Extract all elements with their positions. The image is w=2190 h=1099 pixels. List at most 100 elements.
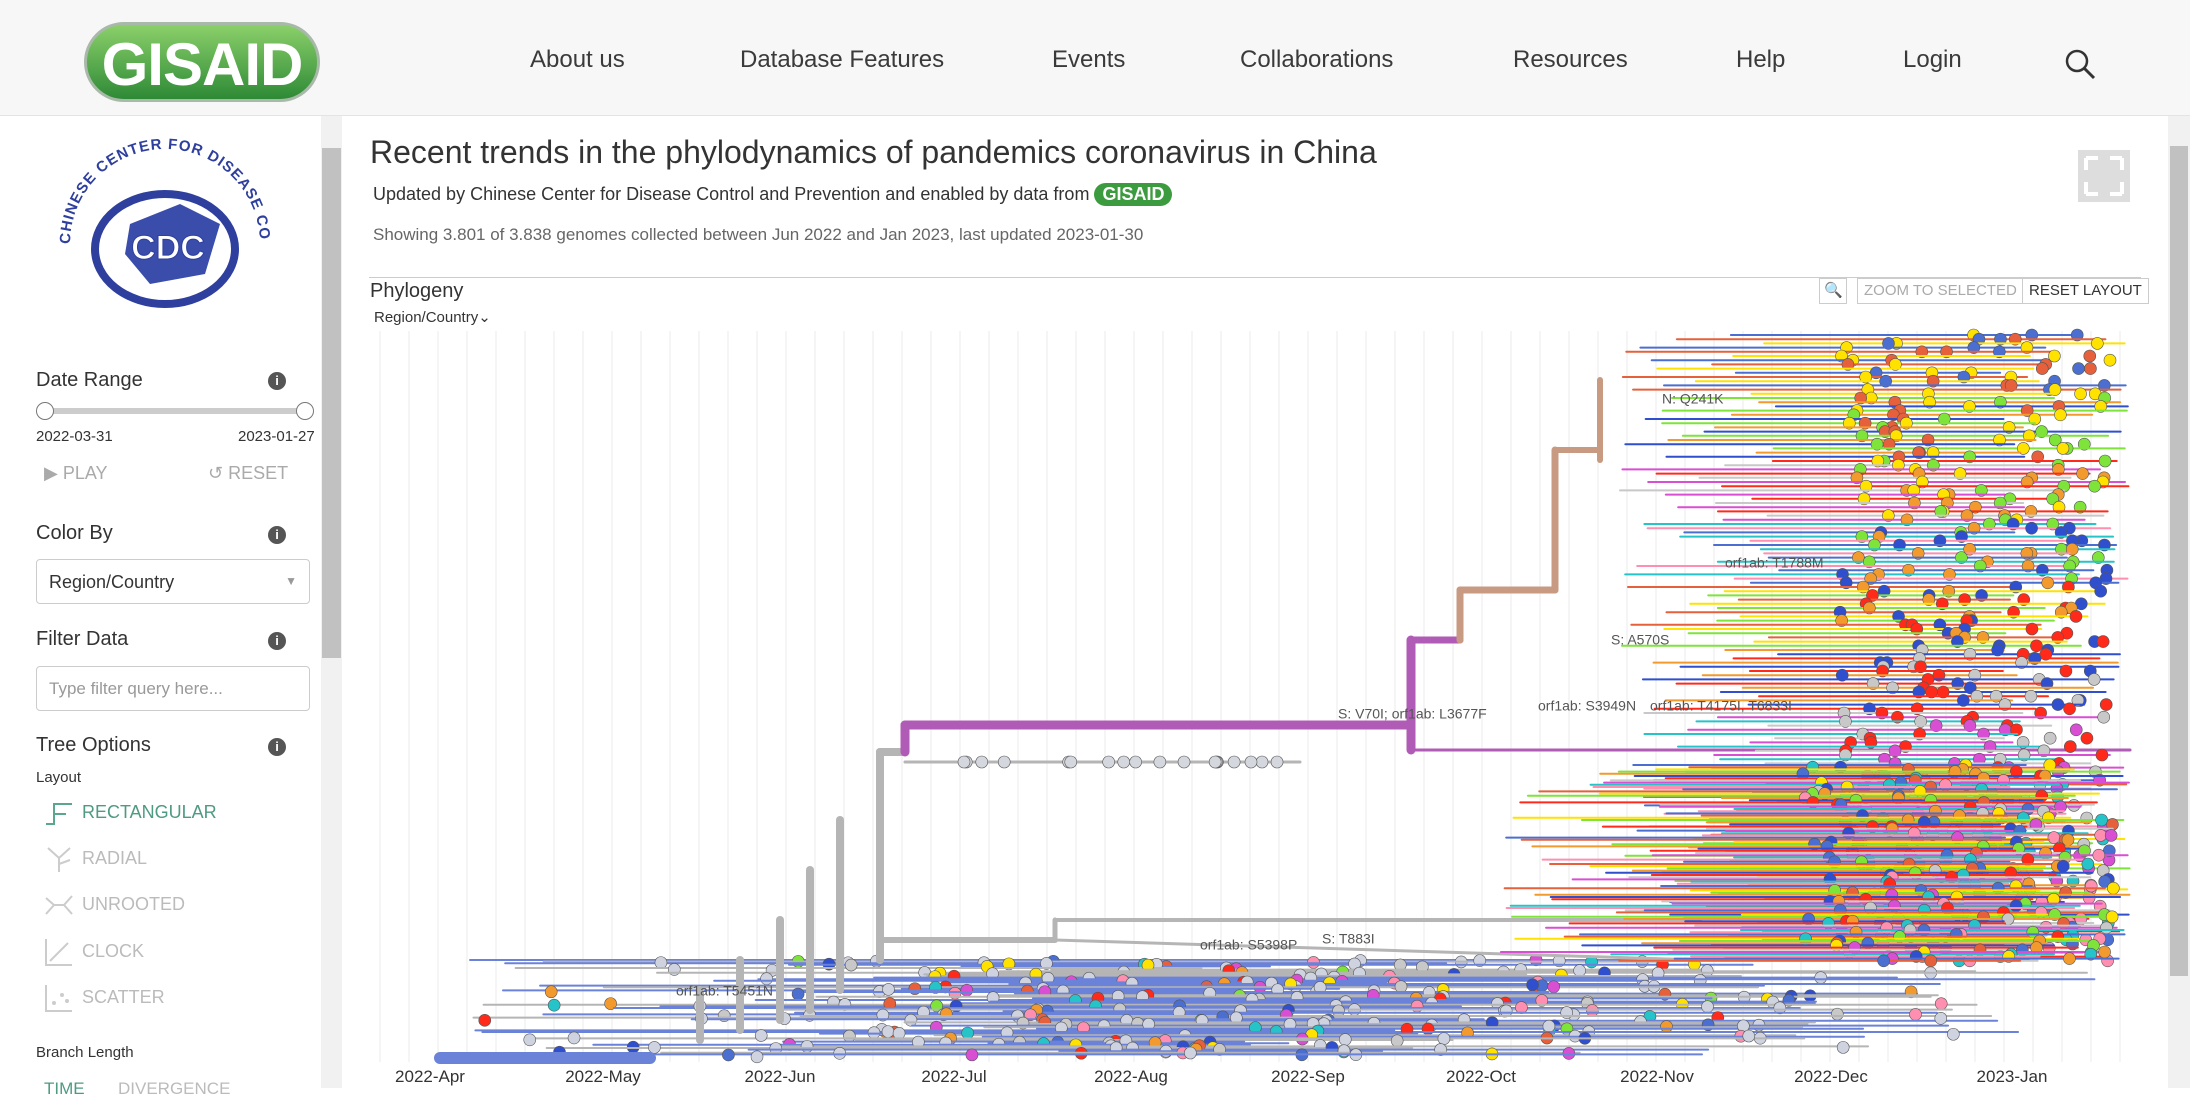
- tip: [1256, 756, 1268, 768]
- tip: [2048, 832, 2060, 844]
- tip: [2096, 749, 2108, 761]
- tip: [2070, 610, 2082, 622]
- tip: [2036, 363, 2048, 375]
- tip: [1815, 972, 1827, 984]
- tip: [655, 957, 667, 969]
- branch-label: S: A570S: [1611, 632, 1669, 648]
- tip: [843, 1030, 855, 1042]
- tip: [966, 1049, 978, 1061]
- tip: [2075, 388, 2087, 400]
- branch-label: orf1ab: S5398P: [1200, 937, 1297, 953]
- branch-label: S: T883I: [1322, 931, 1375, 947]
- branch-label: N: Q241K: [1662, 391, 1724, 407]
- branch-label: orf1ab: T4175I, T6833I: [1650, 698, 1792, 714]
- tip: [1339, 1034, 1351, 1046]
- branch-label: orf1ab: T5451N: [676, 983, 773, 999]
- x-axis-label: 2022-May: [565, 1067, 641, 1086]
- tip: [548, 999, 560, 1011]
- tip: [792, 988, 804, 1000]
- tip: [1228, 756, 1240, 768]
- tip: [1103, 756, 1115, 768]
- tip: [962, 1027, 974, 1039]
- tip: [1422, 1023, 1434, 1035]
- tip: [2060, 665, 2072, 677]
- tip: [545, 986, 557, 998]
- tip: [976, 756, 988, 768]
- tip: [1395, 981, 1407, 993]
- tip: [1065, 756, 1077, 768]
- x-axis-label: 2022-Aug: [1094, 1067, 1168, 1086]
- tip: [2070, 724, 2082, 736]
- tip: [1574, 965, 1586, 977]
- branch-label: orf1ab: T1788M: [1725, 555, 1824, 571]
- tip: [2082, 858, 2094, 870]
- tip: [2081, 732, 2093, 744]
- tip: [2088, 673, 2100, 685]
- tip: [958, 756, 970, 768]
- tip: [2100, 922, 2112, 934]
- tip: [1118, 756, 1130, 768]
- x-axis-label: 2022-Oct: [1446, 1067, 1516, 1086]
- tip: [479, 1014, 491, 1026]
- tip: [2095, 585, 2107, 597]
- tip: [2106, 911, 2118, 923]
- tip: [1271, 756, 1283, 768]
- tip: [2026, 623, 2038, 635]
- tip: [1245, 756, 1257, 768]
- tip: [1178, 756, 1190, 768]
- tip: [2057, 442, 2069, 454]
- tip: [2100, 699, 2112, 711]
- tip: [905, 1014, 917, 1026]
- tip: [2099, 455, 2111, 467]
- tip: [2025, 690, 2037, 702]
- tip: [1925, 955, 1937, 967]
- tip: [2104, 354, 2116, 366]
- tip: [648, 1041, 660, 1053]
- tip: [2073, 363, 2085, 375]
- tip: [2099, 946, 2111, 958]
- tip: [1831, 1008, 1843, 1020]
- tip: [2091, 337, 2103, 349]
- tip: [2063, 953, 2075, 965]
- tip: [1515, 1002, 1527, 1014]
- tip: [568, 1032, 580, 1044]
- branch-label: orf1ab: S3949N: [1538, 698, 1636, 714]
- tip: [1701, 1001, 1713, 1013]
- tip: [2098, 711, 2110, 723]
- tip: [1935, 998, 1947, 1010]
- tip: [1527, 979, 1539, 991]
- tip: [2010, 900, 2022, 912]
- tip: [2084, 363, 2096, 375]
- tip: [882, 983, 894, 995]
- tip: [834, 1047, 846, 1059]
- tip: [1878, 955, 1890, 967]
- tip: [2096, 814, 2108, 826]
- tip: [1391, 1035, 1403, 1047]
- tip: [2026, 522, 2038, 534]
- tip: [2085, 880, 2097, 892]
- tip: [2052, 699, 2064, 711]
- tip: [2097, 636, 2109, 648]
- tip: [2042, 577, 2054, 589]
- tip: [751, 1051, 763, 1063]
- tip: [1548, 981, 1560, 993]
- tip: [1209, 756, 1221, 768]
- tip: [2089, 480, 2101, 492]
- tip: [1184, 1047, 1196, 1059]
- x-axis-label: 2022-Jul: [921, 1067, 986, 1086]
- phylogeny-tree: 2022-Apr2022-May2022-Jun2022-Jul2022-Aug…: [0, 0, 2168, 1088]
- tip: [845, 959, 857, 971]
- tip: [1947, 1028, 1959, 1040]
- page-scrollbar[interactable]: [2168, 116, 2190, 1088]
- x-axis-label: 2022-Nov: [1620, 1067, 1694, 1086]
- tip: [1154, 756, 1166, 768]
- tip: [2084, 350, 2096, 362]
- tip: [2044, 732, 2056, 744]
- tip: [1910, 1008, 1922, 1020]
- tip: [2093, 849, 2105, 861]
- tip: [1743, 1030, 1755, 1042]
- tip: [2062, 834, 2074, 846]
- tip: [1438, 1033, 1450, 1045]
- branch: [1055, 940, 1700, 960]
- tip: [998, 756, 1010, 768]
